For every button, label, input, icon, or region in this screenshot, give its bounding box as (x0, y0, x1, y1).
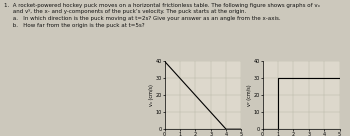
Y-axis label: vₓ (cm/s): vₓ (cm/s) (149, 84, 154, 106)
Text: 1.  A rocket-powered hockey puck moves on a horizontal frictionless table. The f: 1. A rocket-powered hockey puck moves on… (4, 3, 320, 27)
Y-axis label: vʸ (cm/s): vʸ (cm/s) (247, 84, 252, 106)
